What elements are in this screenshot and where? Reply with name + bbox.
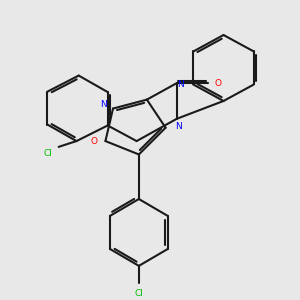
Text: N: N xyxy=(100,100,106,109)
Text: O: O xyxy=(214,79,221,88)
Text: O: O xyxy=(91,136,98,146)
Text: Cl: Cl xyxy=(134,289,143,298)
Text: N: N xyxy=(176,122,182,131)
Text: Cl: Cl xyxy=(44,149,53,158)
Text: N: N xyxy=(177,80,184,89)
